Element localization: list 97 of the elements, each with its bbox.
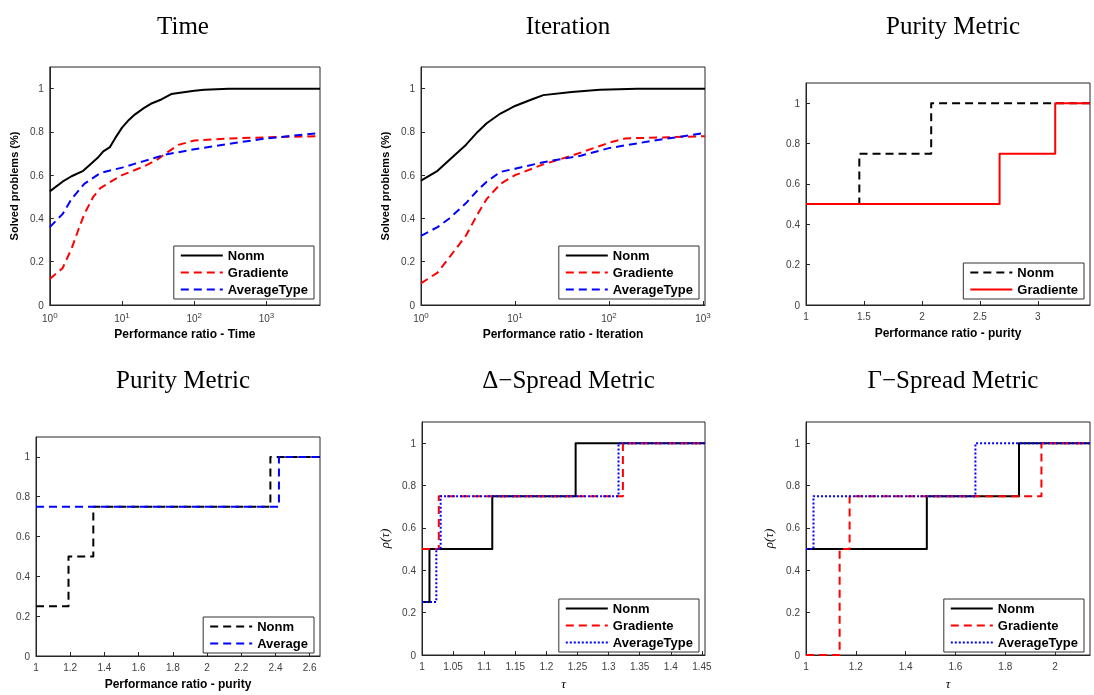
x-tick-label: 1.05 [443, 660, 464, 672]
x-tick-label: 3 [1035, 310, 1042, 322]
y-tick-label: 0 [24, 650, 31, 662]
y-tick-label: 0.4 [16, 570, 31, 582]
x-axis-title: Performance ratio - Time [114, 326, 256, 341]
x-tick-label: 1.3 [601, 660, 616, 672]
y-tick-label: 1 [794, 97, 801, 109]
x-tick-label: 2.6 [302, 661, 318, 673]
y-tick-label: 0.4 [402, 564, 417, 576]
chart-title: Γ−Spread Metric [867, 366, 1039, 393]
x-tick-label: 1.2 [63, 661, 78, 673]
y-axis-title: ρ(τ) [761, 528, 777, 550]
x-tick-label: 1.25 [567, 660, 588, 672]
chart-title: Δ−Spread Metric [482, 366, 655, 393]
legend-label: Gradiente [997, 618, 1059, 633]
y-tick-label: 0.6 [401, 169, 416, 181]
y-tick-label: 0.8 [16, 491, 31, 503]
y-tick-label: 0.6 [402, 522, 417, 534]
x-tick-label: 2.4 [268, 661, 283, 673]
legend-label: Gradiente [612, 265, 674, 280]
y-tick-label: 0.6 [786, 178, 801, 190]
x-tick-label: 1.2 [539, 660, 554, 672]
y-axis-title: Solved problems (%) [7, 131, 20, 241]
x-tick-label: 1 [419, 660, 426, 672]
y-tick-label: 0.8 [786, 480, 801, 492]
x-tick-label: 1.45 [692, 660, 713, 672]
x-tick-label: 1.8 [998, 660, 1013, 672]
legend-label: AverageType [997, 635, 1078, 650]
y-tick-label: 0.4 [786, 564, 801, 576]
legend-label: Nonm [1017, 265, 1055, 280]
y-tick-label: 0.6 [16, 531, 31, 543]
y-axis-title: ρ(τ) [377, 528, 393, 550]
x-axis-title: Performance ratio - purity [874, 326, 1022, 340]
y-tick-label: 0.2 [29, 256, 45, 268]
x-axis-title: Performance ratio - purity [104, 677, 252, 691]
y-tick-label: 0.8 [786, 138, 801, 150]
x-tick-label: 1.6 [131, 661, 147, 673]
chart-title: Iteration [525, 12, 611, 39]
y-tick-label: 0 [410, 649, 417, 661]
y-tick-label: 0.8 [401, 126, 416, 138]
y-tick-label: 0.2 [401, 256, 416, 268]
y-tick-label: 1 [794, 437, 801, 449]
x-tick-label: 1.4 [97, 661, 112, 673]
x-tick-label: 1.8 [165, 661, 181, 673]
x-axis-title: τ [561, 676, 568, 691]
x-tick-label: 1.35 [629, 660, 650, 672]
y-tick-label: 0.6 [29, 169, 45, 181]
y-tick-label: 0.6 [786, 522, 801, 534]
y-tick-label: 0 [409, 299, 416, 311]
y-tick-label: 0.8 [402, 480, 417, 492]
legend-label: Nonm [997, 601, 1035, 616]
legend-label: Gradiente [1017, 282, 1078, 297]
legend-label: AverageType [612, 282, 693, 297]
legend-label: Gradiente [612, 618, 674, 633]
y-tick-label: 0 [38, 299, 45, 311]
y-tick-label: 0 [794, 299, 801, 311]
legend-label: Nonm [612, 601, 650, 616]
y-axis-title: Solved problems (%) [378, 131, 391, 241]
x-axis-title: τ [945, 676, 952, 691]
y-tick-label: 1 [409, 83, 416, 95]
x-tick-label: 1.5 [857, 310, 872, 322]
legend-label: AverageType [227, 282, 308, 297]
x-tick-label: 1.4 [663, 660, 679, 672]
x-tick-label: 2.2 [234, 661, 249, 673]
legend-label: Nonm [612, 248, 650, 263]
y-tick-label: 0.4 [786, 218, 801, 230]
legend-label: Average [257, 636, 308, 651]
chart-title: Time [157, 12, 209, 39]
y-tick-label: 0.4 [401, 212, 416, 224]
x-tick-label: 1.1 [477, 660, 492, 672]
x-tick-label: 2 [919, 310, 926, 322]
y-tick-label: 0.4 [29, 212, 45, 224]
x-tick-label: 1.15 [505, 660, 526, 672]
y-tick-label: 0 [794, 649, 801, 661]
legend-label: Nonm [257, 619, 295, 634]
chart-title: Purity Metric [885, 12, 1021, 39]
x-axis-title: Performance ratio - Iteration [482, 326, 644, 341]
x-tick-label: 1.2 [848, 660, 864, 672]
y-tick-label: 0.2 [16, 610, 31, 622]
x-tick-label: 1.6 [948, 660, 963, 672]
y-tick-label: 1 [38, 83, 45, 95]
y-tick-label: 1 [410, 437, 417, 449]
y-tick-label: 0.2 [786, 259, 801, 271]
legend-label: AverageType [612, 635, 693, 650]
legend-label: Nonm [227, 248, 265, 263]
x-tick-label: 2.5 [972, 310, 988, 322]
y-tick-label: 0.2 [786, 607, 801, 619]
x-tick-label: 1.4 [898, 660, 914, 672]
y-tick-label: 0.2 [402, 607, 417, 619]
y-tick-label: 0.8 [29, 126, 45, 138]
legend-label: Gradiente [227, 265, 289, 280]
y-tick-label: 1 [24, 451, 31, 463]
x-tick-label: 1 [803, 660, 810, 672]
chart-title: Purity Metric [115, 366, 251, 393]
x-tick-label: 1 [803, 310, 810, 322]
x-tick-label: 2 [1052, 660, 1059, 672]
x-tick-label: 2 [204, 661, 211, 673]
